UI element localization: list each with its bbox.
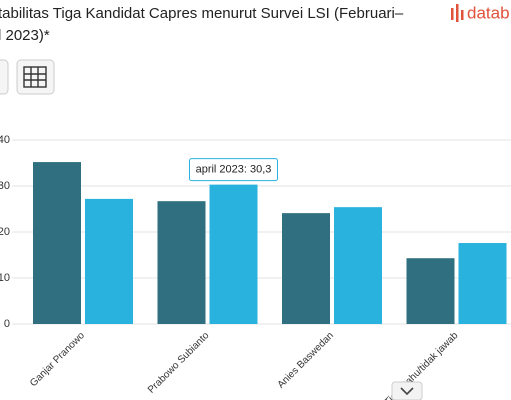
table-icon: [23, 66, 47, 88]
y-tick-label: 30: [0, 180, 10, 192]
chevron-icon: [400, 387, 414, 396]
scroll-button[interactable]: [391, 381, 423, 400]
bar: [85, 198, 133, 324]
logo-icon: [456, 4, 459, 22]
bar: [406, 258, 455, 324]
bar: [282, 213, 330, 324]
bar: [334, 207, 382, 324]
logo-icon: [461, 10, 464, 20]
logo-icon: [451, 8, 454, 20]
y-tick-label: 20: [0, 226, 10, 238]
chart-title: l 2023)*: [0, 27, 50, 44]
x-tick-label: Prabowo Subianto: [146, 330, 212, 396]
tooltip-box: [189, 158, 278, 182]
y-tick-label: 40: [0, 134, 10, 146]
y-tick-label: 0: [4, 318, 10, 330]
bar: [33, 162, 81, 324]
table-button[interactable]: [16, 59, 55, 95]
bar: [458, 243, 507, 324]
bar: [209, 184, 258, 324]
logo-text: datab: [467, 3, 510, 22]
x-tick-label: Anies Baswedan: [276, 330, 336, 390]
y-tick-label: 10: [0, 272, 10, 284]
bar: [157, 201, 206, 324]
tooltip-text: april 2023: 30,3: [196, 164, 272, 176]
toolbar-button[interactable]: [0, 59, 9, 95]
chart-title: tabilitas Tiga Kandidat Capres menurut S…: [0, 5, 404, 22]
logo: datab: [451, 3, 510, 22]
x-tick-label: Ganjar Pranowo: [28, 330, 87, 389]
